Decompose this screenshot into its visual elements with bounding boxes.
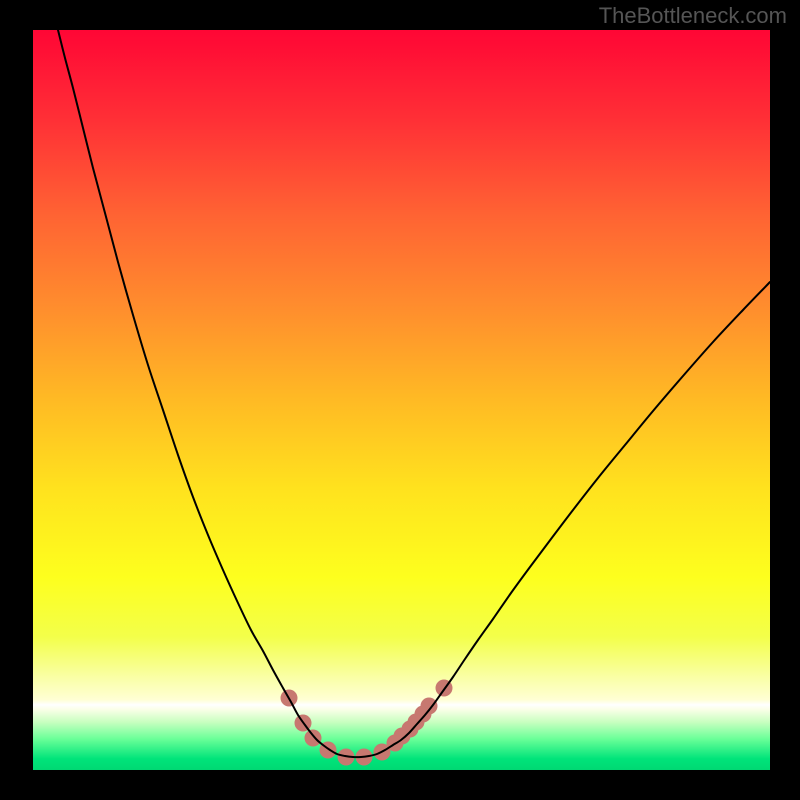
curve-dot <box>421 698 438 715</box>
curve-dot <box>305 730 322 747</box>
chart-svg <box>0 0 800 800</box>
stage: TheBottleneck.com <box>0 0 800 800</box>
watermark-text: TheBottleneck.com <box>599 3 787 29</box>
plot-background <box>33 30 770 770</box>
